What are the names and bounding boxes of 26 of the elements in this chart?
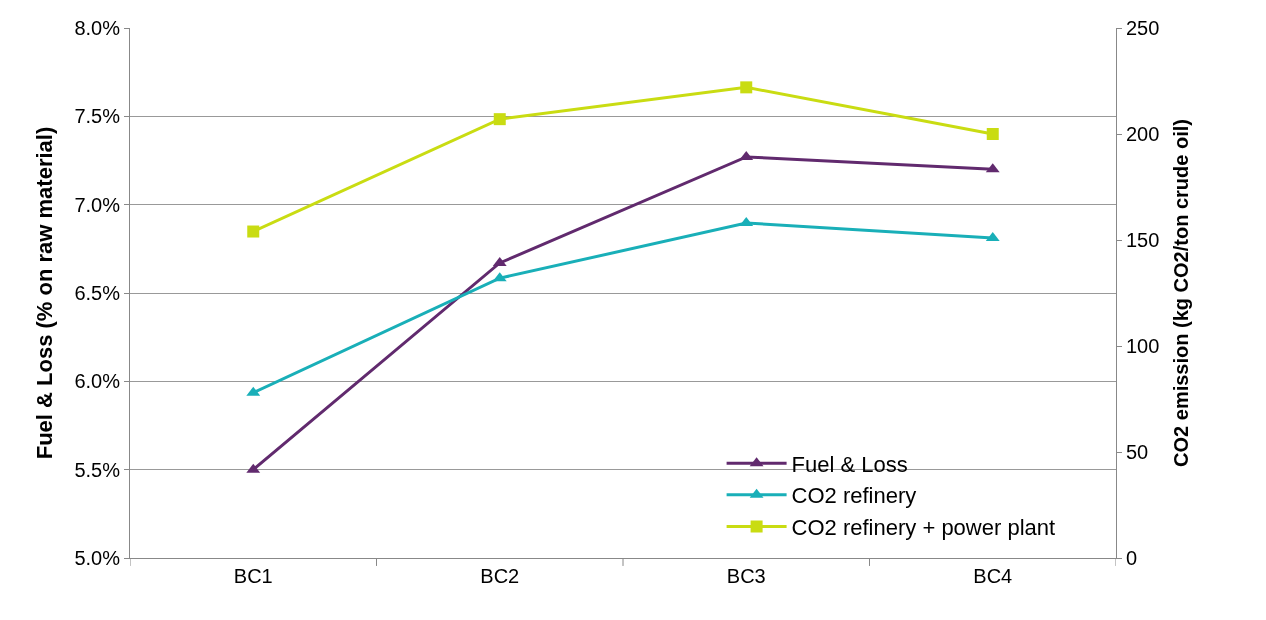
x-tick-label: BC1 — [233, 565, 273, 587]
y2-tick-label: 200 — [1126, 123, 1160, 145]
y2-axis-title: CO2 emission (kg CO2/ton crude oil) — [1169, 119, 1192, 467]
y2-tick-label: 250 — [1126, 17, 1160, 39]
x-tick-label: BC2 — [480, 565, 520, 587]
y-tick-label: 6.0% — [74, 370, 121, 393]
y2-tick-label: 50 — [1126, 441, 1149, 463]
y-tick-label: 5.0% — [74, 547, 121, 569]
y-axis-title: Fuel & Loss (% on raw material) — [32, 126, 58, 460]
y2-tick-label: 100 — [1126, 335, 1160, 357]
point — [493, 113, 506, 126]
point — [247, 225, 260, 238]
y-tick-label: 8.0% — [74, 17, 121, 39]
point — [986, 128, 999, 140]
y2-tick-label: 150 — [1126, 229, 1160, 251]
x-tick-label: BC3 — [726, 565, 766, 587]
y-tick-label: 5.5% — [74, 458, 121, 481]
y-tick-label: 7.5% — [74, 105, 121, 128]
legend-label: Fuel & Loss — [791, 451, 908, 477]
y-tick-label: 7.0% — [74, 193, 121, 216]
legend-label: CO2 refinery + power plant — [791, 514, 1056, 540]
legend-label: CO2 refinery — [791, 483, 917, 509]
y-tick-label: 6.5% — [74, 282, 121, 304]
y2-tick-label: 0 — [1126, 547, 1138, 569]
point — [740, 81, 753, 94]
x-tick-label: BC4 — [973, 565, 1013, 587]
